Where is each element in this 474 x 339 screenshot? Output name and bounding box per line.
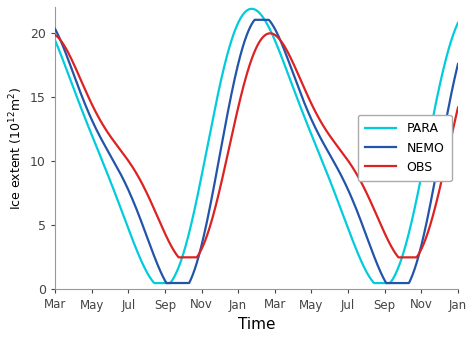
PARA <box>52 38 58 42</box>
PARA <box>77 102 82 106</box>
PARA <box>310 136 316 140</box>
OBS <box>298 78 303 82</box>
PARA <box>455 21 461 25</box>
PARA <box>400 252 406 256</box>
NEMO <box>77 88 82 93</box>
OBS <box>359 181 365 185</box>
OBS <box>77 75 82 79</box>
Line: PARA: PARA <box>55 9 458 283</box>
NEMO <box>298 92 303 96</box>
OBS <box>400 255 406 259</box>
OBS <box>310 104 316 108</box>
OBS <box>455 105 461 109</box>
PARA <box>249 7 255 11</box>
OBS <box>176 255 182 259</box>
NEMO <box>252 18 257 22</box>
Line: OBS: OBS <box>55 33 458 257</box>
PARA <box>298 105 303 109</box>
NEMO <box>400 281 406 285</box>
OBS <box>52 33 58 37</box>
PARA <box>152 281 157 285</box>
PARA <box>287 77 293 81</box>
NEMO <box>52 27 58 31</box>
Y-axis label: Ice extent (10$^{12}$m$^2$): Ice extent (10$^{12}$m$^2$) <box>7 87 25 210</box>
Line: NEMO: NEMO <box>55 20 458 283</box>
NEMO <box>310 120 316 124</box>
NEMO <box>455 62 461 66</box>
PARA <box>359 260 365 264</box>
OBS <box>287 55 293 59</box>
NEMO <box>287 63 293 67</box>
Legend: PARA, NEMO, OBS: PARA, NEMO, OBS <box>357 115 452 181</box>
NEMO <box>164 281 169 285</box>
NEMO <box>359 221 365 225</box>
OBS <box>267 31 273 35</box>
X-axis label: Time: Time <box>238 317 275 332</box>
